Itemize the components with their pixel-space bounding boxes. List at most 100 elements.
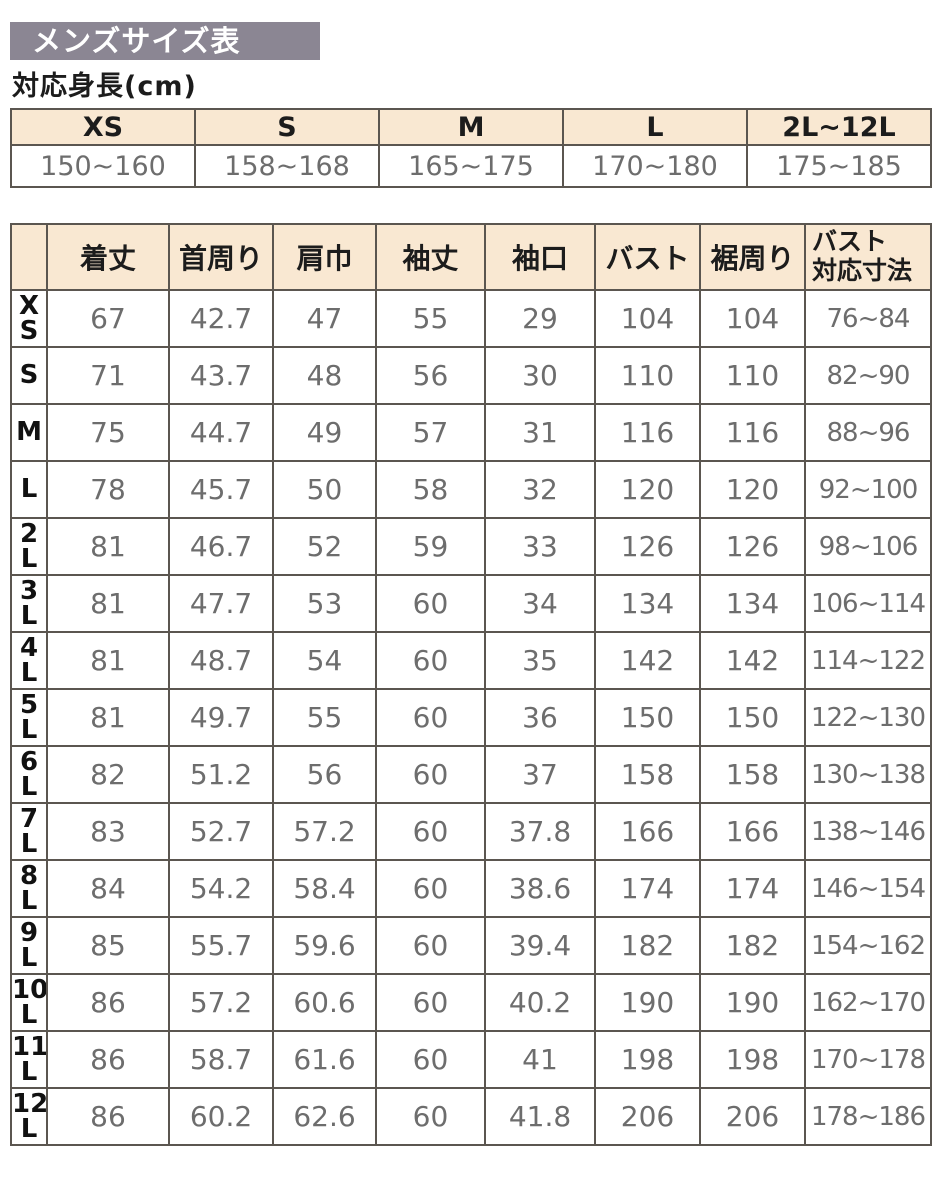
measurement-value: 43.7 <box>168 346 274 405</box>
size-table-row: 10 L 86 57.2 60.6 60 40.2 190 190 162~170 <box>10 973 932 1032</box>
size-row-label: 11 L <box>10 1030 48 1089</box>
size-table-row: 7 L 83 52.7 57.2 60 37.8 166 166 138~146 <box>10 802 932 861</box>
measurement-value: 86 <box>46 1087 170 1146</box>
measurement-value: 47.7 <box>168 574 274 633</box>
size-table-row: 3 L 81 47.7 53 60 34 134 134 106~114 <box>10 574 932 633</box>
size-row-label: 10 L <box>10 973 48 1032</box>
measurement-value: 126 <box>594 517 701 576</box>
height-range-value: 150~160 <box>10 144 196 188</box>
size-table-row: 4 L 81 48.7 54 60 35 142 142 114~122 <box>10 631 932 690</box>
measurement-value: 35 <box>484 631 596 690</box>
measurement-value: 81 <box>46 688 170 747</box>
measurement-value: 31 <box>484 403 596 462</box>
bust-range-value: 130~138 <box>804 745 932 804</box>
measurement-value: 174 <box>594 859 701 918</box>
measurement-value: 110 <box>699 346 806 405</box>
height-correspondence-table: XS S M L 2L~12L 150~160 158~168 165~175 170~180… <box>10 108 932 188</box>
measurement-value: 57.2 <box>168 973 274 1032</box>
measurement-value: 104 <box>699 289 806 348</box>
size-table-row: 8 L 84 54.2 58.4 60 38.6 174 174 146~154 <box>10 859 932 918</box>
measurement-value: 60 <box>375 688 486 747</box>
measurement-value: 37 <box>484 745 596 804</box>
measurement-value: 182 <box>699 916 806 975</box>
measurement-value: 48 <box>272 346 377 405</box>
measurement-value: 55 <box>375 289 486 348</box>
size-column-header: 肩巾 <box>272 223 377 291</box>
measurement-value: 182 <box>594 916 701 975</box>
page-title: メンズサイズ表 <box>10 22 320 60</box>
measurement-value: 46.7 <box>168 517 274 576</box>
measurement-value: 60 <box>375 631 486 690</box>
measurement-value: 40.2 <box>484 973 596 1032</box>
size-table-row: 9 L 85 55.7 59.6 60 39.4 182 182 154~162 <box>10 916 932 975</box>
measurement-value: 56 <box>375 346 486 405</box>
height-table-header-row: XS S M L 2L~12L <box>10 108 932 146</box>
measurement-value: 158 <box>699 745 806 804</box>
measurement-value: 71 <box>46 346 170 405</box>
bust-range-value: 154~162 <box>804 916 932 975</box>
measurement-value: 134 <box>594 574 701 633</box>
measurement-value: 51.2 <box>168 745 274 804</box>
size-table-row: L 78 45.7 50 58 32 120 120 92~100 <box>10 460 932 519</box>
size-table-body: X S 67 42.7 47 55 29 104 104 76~84 S 71 43.7 48 56 30 11… <box>10 289 932 1146</box>
measurement-value: 54 <box>272 631 377 690</box>
measurement-value: 58 <box>375 460 486 519</box>
measurement-value: 81 <box>46 631 170 690</box>
measurement-value: 84 <box>46 859 170 918</box>
size-table-row: 2 L 81 46.7 52 59 33 126 126 98~106 <box>10 517 932 576</box>
bust-range-value: 122~130 <box>804 688 932 747</box>
size-table-corner-cell <box>10 223 48 291</box>
measurement-value: 150 <box>594 688 701 747</box>
measurement-value: 116 <box>699 403 806 462</box>
measurement-value: 166 <box>594 802 701 861</box>
measurement-value: 81 <box>46 517 170 576</box>
measurement-value: 39.4 <box>484 916 596 975</box>
size-row-label: S <box>10 346 48 405</box>
measurement-value: 38.6 <box>484 859 596 918</box>
measurement-value: 47 <box>272 289 377 348</box>
height-column-header: M <box>378 108 564 146</box>
measurement-value: 52.7 <box>168 802 274 861</box>
size-table-row: X S 67 42.7 47 55 29 104 104 76~84 <box>10 289 932 348</box>
size-column-header: 袖口 <box>484 223 596 291</box>
measurement-value: 55.7 <box>168 916 274 975</box>
size-column-header: 着丈 <box>46 223 170 291</box>
size-table-row: M 75 44.7 49 57 31 116 116 88~96 <box>10 403 932 462</box>
measurement-value: 42.7 <box>168 289 274 348</box>
measurement-value: 85 <box>46 916 170 975</box>
measurement-value: 86 <box>46 1030 170 1089</box>
measurement-value: 60 <box>375 916 486 975</box>
size-row-label: M <box>10 403 48 462</box>
measurement-value: 190 <box>699 973 806 1032</box>
measurement-value: 41.8 <box>484 1087 596 1146</box>
height-column-header: L <box>562 108 748 146</box>
measurement-value: 126 <box>699 517 806 576</box>
bust-range-value: 162~170 <box>804 973 932 1032</box>
height-range-value: 170~180 <box>562 144 748 188</box>
height-column-header: S <box>194 108 380 146</box>
measurement-value: 41 <box>484 1030 596 1089</box>
measurement-value: 60 <box>375 574 486 633</box>
measurement-value: 56 <box>272 745 377 804</box>
bust-range-value: 92~100 <box>804 460 932 519</box>
bust-range-value: 170~178 <box>804 1030 932 1089</box>
measurement-value: 57.2 <box>272 802 377 861</box>
measurement-value: 54.2 <box>168 859 274 918</box>
measurement-value: 142 <box>699 631 806 690</box>
bust-range-column-header: バスト 対応寸法 <box>804 223 932 291</box>
bust-range-value: 82~90 <box>804 346 932 405</box>
size-column-header: 首周り <box>168 223 274 291</box>
measurement-value: 50 <box>272 460 377 519</box>
size-row-label: 12 L <box>10 1087 48 1146</box>
measurement-value: 60 <box>375 745 486 804</box>
measurement-value: 52 <box>272 517 377 576</box>
size-table-row: 6 L 82 51.2 56 60 37 158 158 130~138 <box>10 745 932 804</box>
measurement-value: 59.6 <box>272 916 377 975</box>
